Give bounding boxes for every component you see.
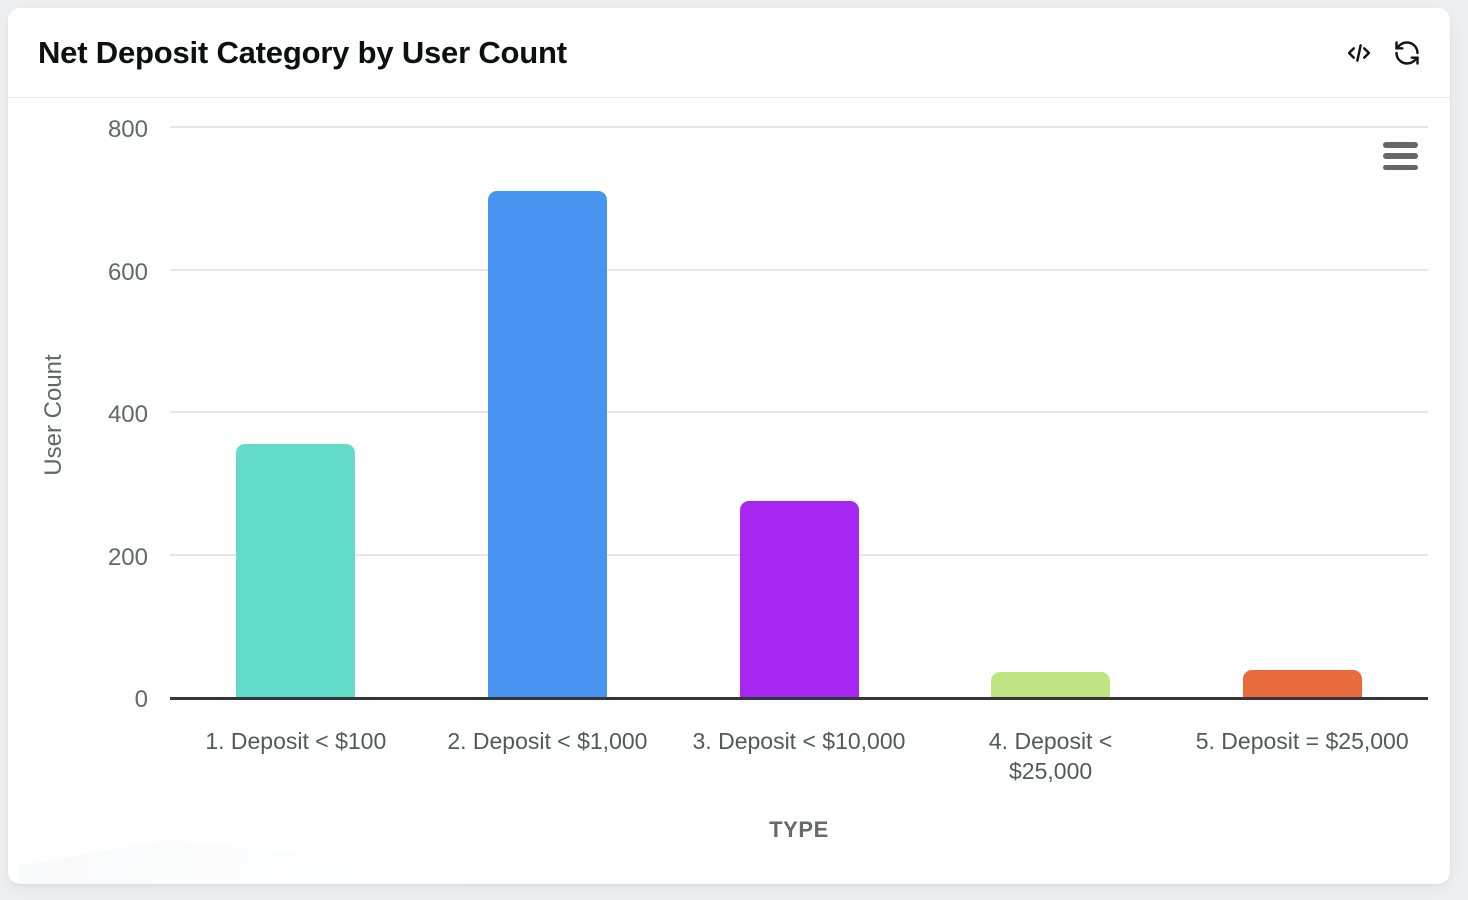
chart-area: User Count 0 200 400 600 800 1. Deposit < $1… bbox=[8, 98, 1450, 884]
chart-title: Net Deposit Category by User Count bbox=[38, 34, 567, 70]
hamburger-menu-icon[interactable] bbox=[1383, 142, 1419, 170]
card-header: Net Deposit Category by User Count bbox=[8, 8, 1450, 98]
x-category-label: 2. Deposit < $1,000 bbox=[447, 728, 648, 754]
x-category-label: 4. Deposit < $25,000 bbox=[988, 728, 1113, 784]
gridline bbox=[170, 126, 1428, 128]
header-actions bbox=[1342, 36, 1424, 70]
y-tick-label: 200 bbox=[107, 543, 148, 571]
chart-bar[interactable] bbox=[739, 501, 859, 697]
chart-bar[interactable] bbox=[1242, 669, 1362, 697]
y-tick-label: 400 bbox=[107, 401, 148, 428]
chart-bar[interactable] bbox=[236, 444, 356, 697]
y-tick-label: 800 bbox=[107, 116, 148, 143]
x-axis-title: TYPE bbox=[769, 817, 829, 842]
x-category-label: 1. Deposit < $100 bbox=[205, 728, 387, 754]
x-category-label: 5. Deposit = $25,000 bbox=[1195, 728, 1409, 754]
code-icon[interactable] bbox=[1342, 36, 1376, 70]
chart-bar[interactable] bbox=[991, 672, 1111, 697]
gridline bbox=[170, 411, 1428, 413]
chart-bar[interactable] bbox=[487, 191, 607, 697]
y-axis-ticks: 0 200 400 600 800 bbox=[8, 116, 148, 713]
chart-card: Net Deposit Category by User Count bbox=[8, 8, 1450, 884]
x-axis-labels: 1. Deposit < $100 2. Deposit < $1,000 3. D… bbox=[170, 726, 1428, 796]
x-category-label: 3. Deposit < $10,000 bbox=[692, 728, 906, 754]
plot-area bbox=[170, 126, 1428, 700]
y-tick-label: 0 bbox=[134, 686, 148, 713]
y-tick-label: 600 bbox=[107, 258, 148, 286]
gridline bbox=[170, 268, 1428, 271]
refresh-icon[interactable] bbox=[1390, 36, 1424, 70]
